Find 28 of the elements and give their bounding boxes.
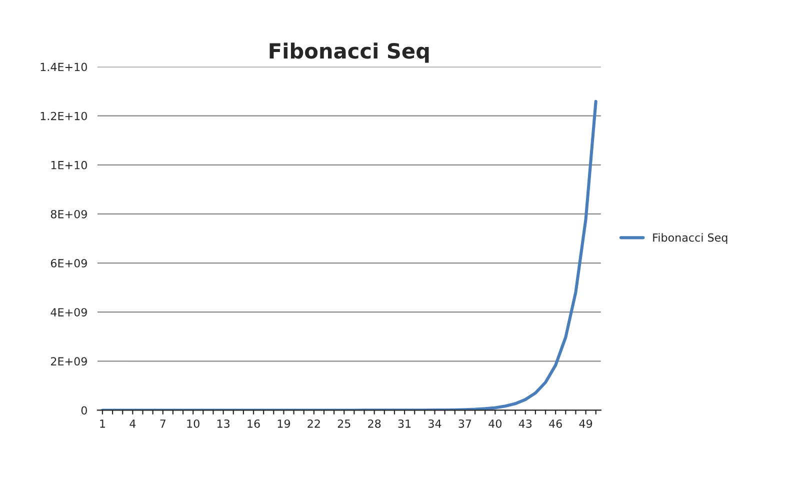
x-tick-label: 31 xyxy=(398,419,411,428)
chart-title: Fibonacci Seq xyxy=(270,42,429,63)
y-tick-label: 6E+09 xyxy=(50,259,87,268)
x-tick-label: 40 xyxy=(488,419,502,428)
x-tick-label: 16 xyxy=(248,419,260,428)
y-tick-label: 4E+09 xyxy=(50,308,87,316)
x-tick-label: 25 xyxy=(338,419,350,428)
x-tick-label: 1 xyxy=(100,420,105,428)
x-tick-label: 49 xyxy=(579,419,592,428)
x-tick-label: 10 xyxy=(187,419,200,428)
x-tick-label: 34 xyxy=(428,419,442,428)
x-tick-label: 19 xyxy=(278,419,290,428)
x-tick-label: 13 xyxy=(217,419,230,428)
legend-label: Fibonacci Seq xyxy=(653,233,728,244)
x-tick-label: 37 xyxy=(458,419,472,428)
x-tick-label: 22 xyxy=(308,419,320,428)
y-tick-label: 8E+09 xyxy=(50,210,87,218)
line-series xyxy=(100,100,598,410)
y-tick-label: 1.4E+10 xyxy=(40,62,87,72)
y-tick-label: 1E+10 xyxy=(51,160,87,170)
x-tick-label: 43 xyxy=(518,419,532,428)
x-tick-label: 7 xyxy=(160,420,166,428)
x-tick-label: 28 xyxy=(368,419,381,428)
y-tick-label: 1.2E+10 xyxy=(40,112,87,120)
x-tick-label: 46 xyxy=(549,419,562,428)
x-tick-label: 4 xyxy=(130,420,136,428)
y-tick-label: 0 xyxy=(81,406,87,415)
y-tick-label: 2E+09 xyxy=(50,357,87,366)
